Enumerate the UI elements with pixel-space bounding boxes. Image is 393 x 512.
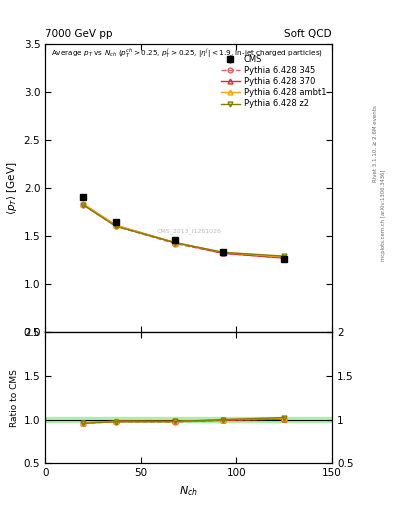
Pythia 6.428 345 [282,255,286,261]
Pythia 6.428 z2 [282,253,286,259]
Text: 7000 GeV pp: 7000 GeV pp [45,29,113,39]
Pythia 6.428 z2 [173,240,178,246]
Line: Pythia 6.428 370: Pythia 6.428 370 [81,202,287,261]
Line: Pythia 6.428 345: Pythia 6.428 345 [81,203,287,261]
Pythia 6.428 370 [81,201,86,207]
Legend: CMS, Pythia 6.428 345, Pythia 6.428 370, Pythia 6.428 ambt1, Pythia 6.428 z2: CMS, Pythia 6.428 345, Pythia 6.428 370,… [220,53,328,110]
Line: Pythia 6.428 z2: Pythia 6.428 z2 [81,203,287,259]
Y-axis label: Ratio to CMS: Ratio to CMS [10,369,19,426]
Pythia 6.428 z2 [114,223,118,229]
Text: Average $p_T$ vs $N_{ch}$ ($p_T^{ch}>$0.25, $p_T^j>$0.25, $|\eta^j|<$1.9, in-jet: Average $p_T$ vs $N_{ch}$ ($p_T^{ch}>$0.… [51,47,323,60]
Text: mcplots.cern.ch [arXiv:1306.3436]: mcplots.cern.ch [arXiv:1306.3436] [381,169,386,261]
Pythia 6.428 345 [221,250,226,257]
Y-axis label: $\langle p_T \rangle$ [GeV]: $\langle p_T \rangle$ [GeV] [6,161,19,215]
Pythia 6.428 ambt1 [173,240,178,246]
Pythia 6.428 ambt1 [221,249,226,255]
Pythia 6.428 370 [114,222,118,228]
Pythia 6.428 z2 [221,249,226,255]
Line: Pythia 6.428 ambt1: Pythia 6.428 ambt1 [81,202,287,260]
Text: Rivet 3.1.10, ≥ 2.6M events: Rivet 3.1.10, ≥ 2.6M events [373,105,378,182]
Text: Soft QCD: Soft QCD [285,29,332,39]
Pythia 6.428 ambt1 [282,254,286,260]
Pythia 6.428 345 [173,241,178,247]
Pythia 6.428 ambt1 [81,201,86,207]
Pythia 6.428 345 [114,223,118,229]
Pythia 6.428 370 [282,255,286,261]
Bar [45,417,332,422]
Pythia 6.428 z2 [81,202,86,208]
Pythia 6.428 345 [81,202,86,208]
X-axis label: $N_{ch}$: $N_{ch}$ [179,484,198,498]
Text: CMS_2013_I1261026: CMS_2013_I1261026 [156,228,221,234]
Pythia 6.428 370 [173,240,178,246]
Pythia 6.428 ambt1 [114,222,118,228]
Pythia 6.428 370 [221,250,226,257]
